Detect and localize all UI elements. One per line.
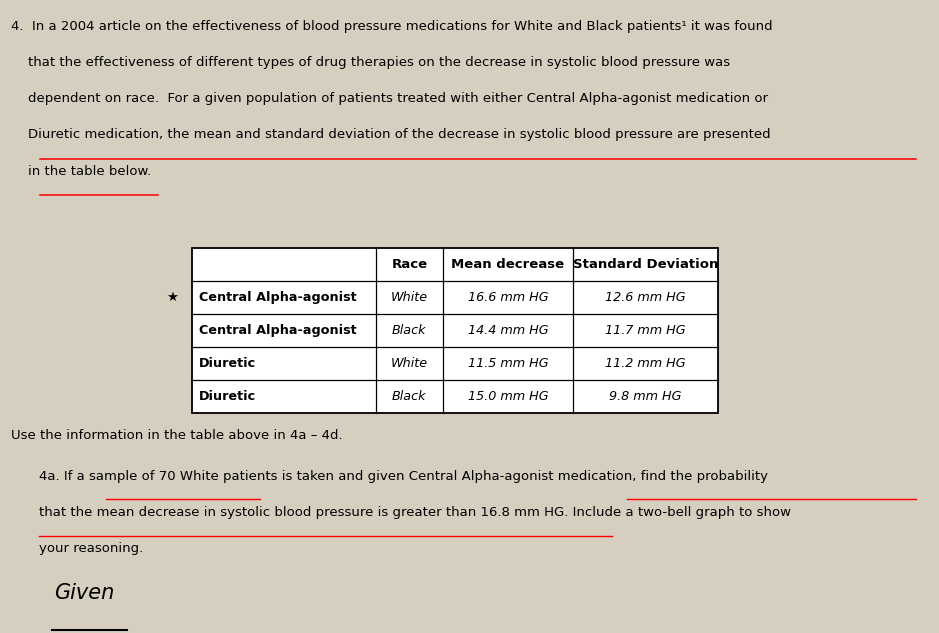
Text: Diuretic: Diuretic	[199, 357, 256, 370]
Text: 12.6 mm HG: 12.6 mm HG	[606, 291, 685, 304]
Text: 9.8 mm HG: 9.8 mm HG	[609, 390, 682, 403]
Text: 4a. If a sample of 70 White patients is taken and given Central Alpha-agonist me: 4a. If a sample of 70 White patients is …	[39, 470, 768, 483]
Text: 11.7 mm HG: 11.7 mm HG	[606, 324, 685, 337]
Text: Black: Black	[393, 390, 426, 403]
Text: dependent on race.  For a given population of patients treated with either Centr: dependent on race. For a given populatio…	[11, 92, 768, 106]
Bar	[192, 248, 718, 413]
Text: Mean decrease: Mean decrease	[452, 258, 564, 271]
Text: Standard Deviation: Standard Deviation	[573, 258, 718, 271]
Text: 14.4 mm HG: 14.4 mm HG	[468, 324, 548, 337]
Text: Given: Given	[54, 583, 115, 603]
Text: Use the information in the table above in 4a – 4d.: Use the information in the table above i…	[11, 429, 343, 442]
Text: Diuretic medication, the mean and standard deviation of the decrease in systolic: Diuretic medication, the mean and standa…	[11, 128, 771, 142]
Text: 15.0 mm HG: 15.0 mm HG	[468, 390, 548, 403]
Text: 11.2 mm HG: 11.2 mm HG	[606, 357, 685, 370]
Text: White: White	[391, 357, 428, 370]
Text: ★: ★	[166, 291, 177, 304]
Text: 11.5 mm HG: 11.5 mm HG	[468, 357, 548, 370]
Text: in the table below.: in the table below.	[11, 165, 151, 178]
Text: Black: Black	[393, 324, 426, 337]
Text: Race: Race	[392, 258, 427, 271]
Text: 16.6 mm HG: 16.6 mm HG	[468, 291, 548, 304]
Text: 4.  In a 2004 article on the effectiveness of blood pressure medications for Whi: 4. In a 2004 article on the effectivenes…	[11, 20, 773, 34]
Text: Central Alpha-agonist: Central Alpha-agonist	[199, 324, 357, 337]
Text: Central Alpha-agonist: Central Alpha-agonist	[199, 291, 357, 304]
Text: your reasoning.: your reasoning.	[39, 542, 144, 555]
Text: White: White	[391, 291, 428, 304]
Text: that the effectiveness of different types of drug therapies on the decrease in s: that the effectiveness of different type…	[11, 56, 731, 70]
Text: Diuretic: Diuretic	[199, 390, 256, 403]
Text: that the mean decrease in systolic blood pressure is greater than 16.8 mm HG. In: that the mean decrease in systolic blood…	[39, 506, 792, 519]
